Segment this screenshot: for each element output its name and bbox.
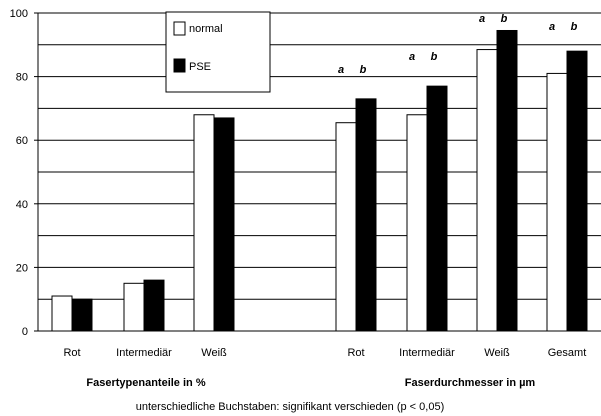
labels-layer: Rot Intermediär Weiß Rot Intermediär Weiß Gesa… — [63, 13, 586, 359]
bar-pse-2 — [213, 117, 235, 332]
legend-label-pse: PSE — [189, 61, 211, 73]
x-tick-label: Weiß — [201, 347, 227, 359]
bar-normal-0 — [51, 295, 73, 332]
x-tick-label: Gesamt — [548, 347, 587, 359]
group-label-faserdurchmesser: Faserdurchmesser in µm — [405, 377, 536, 389]
legend: normal PSE — [165, 11, 271, 93]
bar-pse-0 — [71, 298, 93, 332]
legend-label-normal: normal — [189, 23, 223, 35]
significance-letter: a — [409, 51, 415, 63]
bar-pse-5 — [496, 29, 518, 332]
bar-pse-4 — [426, 85, 448, 332]
significance-letter: a — [549, 21, 555, 33]
footnote: unterschiedliche Buchstaben: signifikant… — [136, 401, 445, 413]
bar-normal-3 — [335, 122, 357, 332]
x-tick-label: Rot — [63, 347, 80, 359]
legend-swatch-pse — [173, 58, 186, 73]
y-tick-label: 20 — [16, 262, 28, 274]
y-tick-label: 60 — [16, 135, 28, 147]
x-tick-label: Weiß — [484, 347, 510, 359]
x-tick-label: Intermediär — [116, 347, 172, 359]
bars-layer — [51, 29, 588, 332]
significance-letter: b — [431, 51, 438, 63]
significance-letter: b — [360, 64, 367, 76]
y-tick-label: 0 — [22, 326, 28, 338]
significance-letter: b — [501, 13, 508, 25]
y-tick-label: 100 — [10, 8, 28, 20]
significance-letter: a — [479, 13, 485, 25]
x-tick-label: Intermediär — [399, 347, 455, 359]
bar-normal-2 — [193, 114, 215, 332]
legend-swatch-normal — [173, 21, 186, 36]
bar-pse-1 — [143, 279, 165, 332]
y-tick-label: 80 — [16, 72, 28, 84]
bar-pse-6 — [566, 50, 588, 332]
bar-normal-6 — [546, 72, 568, 332]
bar-normal-1 — [123, 282, 145, 332]
significance-letter: a — [338, 64, 344, 76]
x-tick-label: Rot — [347, 347, 364, 359]
bar-normal-4 — [406, 114, 428, 332]
axis-layer: 0 20 40 60 80 100 — [10, 8, 601, 338]
significance-letter: b — [571, 21, 578, 33]
group-label-fasertypen: Fasertypenanteile in % — [86, 377, 205, 389]
y-tick-label: 40 — [16, 199, 28, 211]
bar-normal-5 — [476, 49, 498, 332]
bar-pse-3 — [355, 98, 377, 332]
